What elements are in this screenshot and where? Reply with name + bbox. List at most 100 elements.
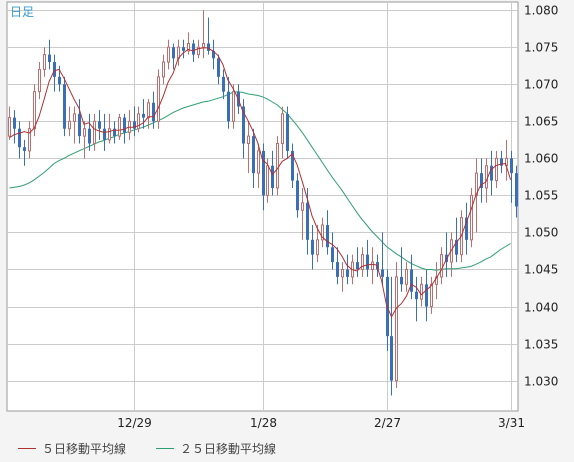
candle-down bbox=[331, 232, 334, 270]
candle-down bbox=[78, 99, 81, 144]
candle-down bbox=[465, 202, 468, 255]
legend-swatch-ma25 bbox=[156, 448, 174, 449]
ma25-line bbox=[9, 91, 511, 271]
candle-down bbox=[425, 269, 428, 322]
candle-up bbox=[257, 143, 260, 188]
candle-down bbox=[326, 210, 329, 255]
candle-down bbox=[113, 121, 116, 144]
candle-down bbox=[336, 247, 339, 285]
candle-up bbox=[162, 54, 165, 85]
y-tick-label: 1.050 bbox=[524, 226, 558, 240]
candle-body bbox=[405, 268, 408, 285]
candle-body bbox=[346, 269, 349, 277]
candle-up bbox=[316, 225, 319, 263]
candle-body bbox=[500, 158, 503, 166]
candle-body bbox=[83, 128, 86, 137]
candle-body bbox=[227, 91, 230, 122]
candle-down bbox=[390, 276, 393, 396]
candle-down bbox=[515, 165, 518, 218]
legend-swatch-ma5 bbox=[18, 448, 36, 449]
candle-down bbox=[227, 76, 230, 129]
candle-down bbox=[376, 254, 379, 277]
candle-up bbox=[8, 106, 11, 140]
candle-body bbox=[321, 224, 324, 241]
period-label: 日足 bbox=[10, 5, 34, 19]
candle-down bbox=[152, 91, 155, 129]
candle-down bbox=[252, 128, 255, 188]
candle-up bbox=[38, 62, 41, 100]
candle-down bbox=[23, 139, 26, 166]
candle-body bbox=[266, 165, 269, 196]
candle-down bbox=[88, 113, 91, 151]
candle-body bbox=[192, 43, 195, 55]
candle-down bbox=[53, 54, 56, 92]
candle-body bbox=[207, 43, 210, 51]
candle-up bbox=[147, 99, 150, 129]
grid-lines bbox=[7, 2, 518, 411]
candle-body bbox=[98, 121, 101, 129]
x-tick-label: 3/31 bbox=[498, 416, 525, 430]
candle-body bbox=[515, 173, 518, 207]
candle-body bbox=[147, 102, 150, 119]
candle-up bbox=[301, 187, 304, 240]
candle-body bbox=[73, 113, 76, 122]
candle-body bbox=[296, 180, 299, 211]
candle-up bbox=[371, 247, 374, 285]
candle-down bbox=[510, 150, 513, 203]
candle-body bbox=[271, 165, 274, 188]
candle-body bbox=[440, 254, 443, 278]
candle-up bbox=[341, 262, 344, 292]
candle-up bbox=[420, 276, 423, 307]
candle-body bbox=[33, 91, 36, 130]
candle-up bbox=[118, 113, 121, 140]
candle-up bbox=[281, 106, 284, 159]
candle-body bbox=[157, 76, 160, 122]
legend-item-ma5: ５日移動平均線 bbox=[18, 440, 126, 457]
candle-body bbox=[108, 128, 111, 141]
candle-body bbox=[18, 128, 21, 148]
candle-body bbox=[103, 128, 106, 140]
candle-up bbox=[395, 262, 398, 389]
candle-body bbox=[232, 91, 235, 122]
candle-body bbox=[331, 247, 334, 263]
y-tick-label: 1.030 bbox=[524, 375, 558, 389]
candle-body bbox=[187, 42, 190, 52]
y-tick-label: 1.060 bbox=[524, 152, 558, 166]
candle-body bbox=[291, 150, 294, 181]
candle-up bbox=[495, 150, 498, 188]
candle-up bbox=[475, 158, 478, 233]
candle-body bbox=[470, 194, 473, 241]
candle-up bbox=[157, 69, 160, 129]
candle-body bbox=[262, 150, 265, 196]
candle-down bbox=[366, 239, 369, 277]
candle-down bbox=[410, 254, 413, 300]
plot-area bbox=[6, 1, 519, 412]
candle-down bbox=[98, 110, 101, 140]
candle-down bbox=[455, 217, 458, 263]
candle-down bbox=[13, 110, 16, 144]
ma5-line bbox=[9, 47, 512, 319]
candle-up bbox=[321, 217, 324, 248]
candle-body bbox=[316, 239, 319, 256]
y-tick-label: 1.080 bbox=[524, 4, 558, 18]
candle-down bbox=[212, 39, 215, 70]
candle-up bbox=[108, 113, 111, 144]
candle-body bbox=[465, 217, 468, 240]
candle-body bbox=[217, 58, 220, 77]
candle-body bbox=[311, 239, 314, 255]
candle-body bbox=[415, 291, 418, 300]
candle-body bbox=[142, 113, 145, 118]
candle-body bbox=[247, 135, 250, 145]
legend-item-ma25: ２５日移動平均線 bbox=[156, 440, 276, 457]
y-tick-label: 1.035 bbox=[524, 338, 558, 352]
candle-up bbox=[137, 106, 140, 133]
candle-body bbox=[78, 113, 81, 137]
candle-up bbox=[68, 106, 71, 137]
candle-body bbox=[252, 136, 255, 174]
candle-up bbox=[83, 121, 86, 159]
candle-body bbox=[326, 225, 329, 248]
y-tick-label: 1.075 bbox=[524, 41, 558, 55]
candle-body bbox=[38, 68, 41, 93]
candle-up bbox=[202, 10, 205, 59]
candle-down bbox=[356, 247, 359, 277]
